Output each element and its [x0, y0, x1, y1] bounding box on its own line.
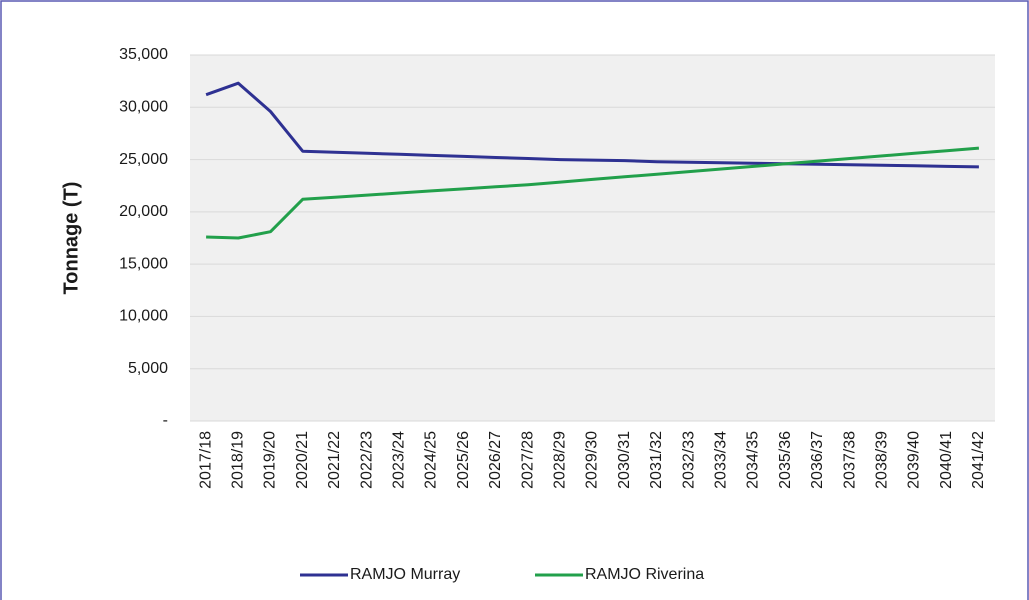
line-series — [205, 81, 979, 169]
x-tick-label: 2041/42 — [970, 431, 987, 489]
y-tick-label: 30,000 — [119, 99, 168, 116]
x-tick-label: 2036/37 — [809, 431, 826, 489]
legend-label: RAMJO Riverina — [585, 566, 704, 583]
y-tick-label: 15,000 — [119, 255, 168, 272]
x-tick-label: 2028/29 — [552, 431, 569, 489]
x-tick-label: 2026/27 — [487, 431, 504, 489]
x-tick-label: 2040/41 — [938, 431, 955, 489]
x-tick-label: 2017/18 — [197, 431, 214, 489]
y-tick-label: - — [163, 412, 168, 429]
x-tick-label: 2030/31 — [616, 431, 633, 489]
x-tick-label: 2023/24 — [391, 431, 408, 489]
x-tick-label: 2021/22 — [326, 431, 343, 489]
y-axis-title: Tonnage (T) — [60, 182, 82, 295]
line-series — [206, 146, 980, 240]
x-tick-label: 2019/20 — [262, 431, 279, 489]
plot-area — [190, 55, 995, 421]
x-tick-label: 2022/23 — [358, 431, 375, 489]
x-tick-label: 2029/30 — [584, 431, 601, 489]
x-tick-label: 2024/25 — [423, 431, 440, 489]
x-tick-label: 2039/40 — [906, 431, 923, 489]
x-tick-label: 2027/28 — [519, 431, 536, 489]
x-tick-label: 2037/38 — [841, 431, 858, 489]
x-tick-label: 2033/34 — [713, 431, 730, 489]
x-tick-label: 2038/39 — [874, 431, 891, 489]
x-tick-label: 2025/26 — [455, 431, 472, 489]
x-tick-label: 2031/32 — [648, 431, 665, 489]
y-tick-label: 35,000 — [119, 46, 168, 63]
x-tick-label: 2034/35 — [745, 431, 762, 489]
x-tick-label: 2018/19 — [230, 431, 247, 489]
y-tick-label: 25,000 — [119, 151, 168, 168]
x-tick-label: 2035/36 — [777, 431, 794, 489]
y-tick-label: 5,000 — [128, 360, 168, 377]
x-tick-label: 2032/33 — [680, 431, 697, 489]
y-tick-label: 10,000 — [119, 308, 168, 325]
y-tick-label: 20,000 — [119, 203, 168, 220]
x-tick-label: 2020/21 — [294, 431, 311, 489]
legend-label: RAMJO Murray — [350, 566, 460, 583]
